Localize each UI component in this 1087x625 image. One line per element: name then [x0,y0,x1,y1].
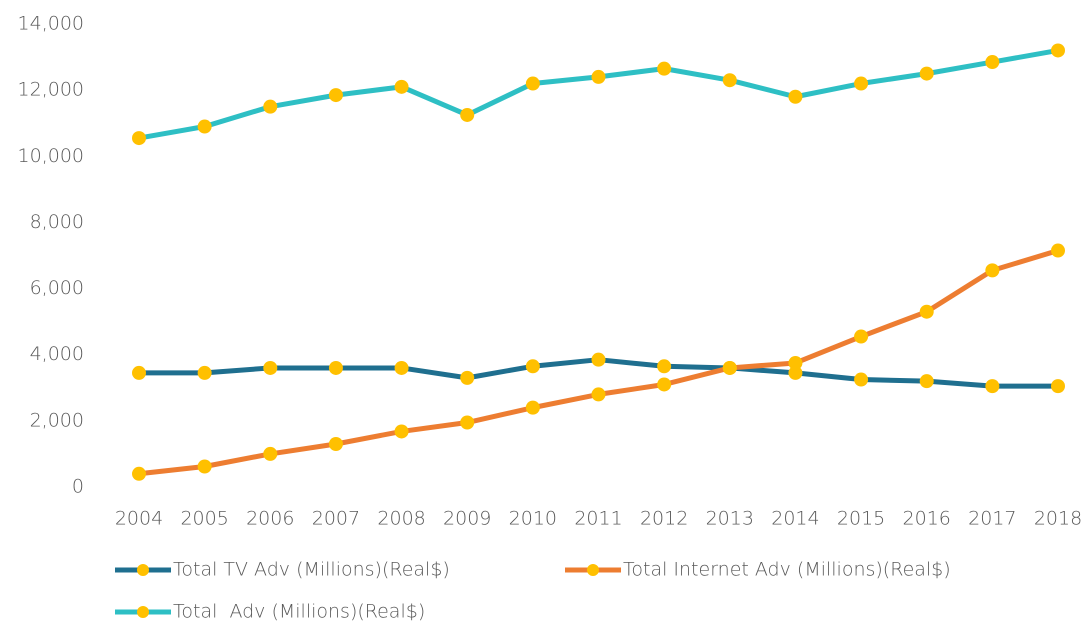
data-point [1051,43,1065,58]
x-tick-label: 2005 [180,508,228,530]
x-tick-label: 2006 [246,508,294,530]
data-point [657,61,672,76]
data-point [722,73,737,88]
x-tick-label: 2004 [115,508,163,530]
data-point [460,415,475,430]
y-tick-label: 10,000 [18,145,84,167]
data-point [854,329,869,344]
data-point [328,437,343,452]
y-tick-label: 2,000 [30,409,84,431]
x-tick-label: 2018 [1034,508,1082,530]
data-point [985,263,1000,278]
x-tick-label: 2015 [837,508,885,530]
x-tick-label: 2012 [640,508,688,530]
data-point [460,107,475,122]
data-point [132,466,146,481]
data-point [788,365,803,380]
x-tick-label: 2016 [903,508,951,530]
y-tick-label: 12,000 [18,79,84,101]
x-tick-label: 2011 [574,508,622,530]
data-point [328,88,343,103]
data-point [328,360,343,375]
data-point [657,359,672,374]
y-tick-label: 0 [72,476,84,498]
legend-marker [137,606,149,618]
data-point [591,387,606,402]
data-point [197,459,212,474]
data-point [1051,243,1065,258]
data-point [919,66,934,81]
data-point [263,446,278,461]
legend-label: Total Adv (Millions)(Real$) [173,601,425,623]
data-point [788,89,803,104]
data-point [525,400,540,415]
data-point [788,355,803,370]
x-tick-label: 2017 [968,508,1016,530]
data-point [854,372,869,387]
data-point [657,377,672,392]
y-tick-label: 6,000 [30,277,84,299]
data-point [919,374,934,389]
x-tick-label: 2010 [509,508,557,530]
legend-marker [137,564,149,576]
data-point [919,304,934,319]
x-tick-label: 2007 [312,508,360,530]
y-tick-label: 14,000 [18,13,84,35]
x-tick-label: 2013 [706,508,754,530]
data-point [591,352,606,367]
data-point [263,360,278,375]
data-point [591,69,606,84]
y-tick-label: 4,000 [30,343,84,365]
data-point [985,379,1000,394]
data-point [854,76,869,91]
data-point [197,119,212,134]
data-point [197,365,212,380]
legend-marker [587,564,599,576]
data-point [394,360,409,375]
data-point [460,370,475,385]
data-point [263,99,278,114]
data-point [722,360,737,375]
data-point [985,55,1000,70]
series-line [138,47,1059,141]
data-point [1051,379,1065,394]
data-point [394,424,409,439]
x-tick-label: 2008 [377,508,425,530]
legend-label: Total Internet Adv (Millions)(Real$) [623,559,951,581]
data-point [525,359,540,374]
x-tick-label: 2014 [771,508,819,530]
x-tick-label: 2009 [443,508,491,530]
data-point [132,131,146,146]
y-tick-label: 8,000 [30,211,84,233]
data-point [132,365,146,380]
data-point [394,79,409,94]
legend-label: Total TV Adv (Millions)(Real$) [173,559,450,581]
data-point [525,76,540,91]
